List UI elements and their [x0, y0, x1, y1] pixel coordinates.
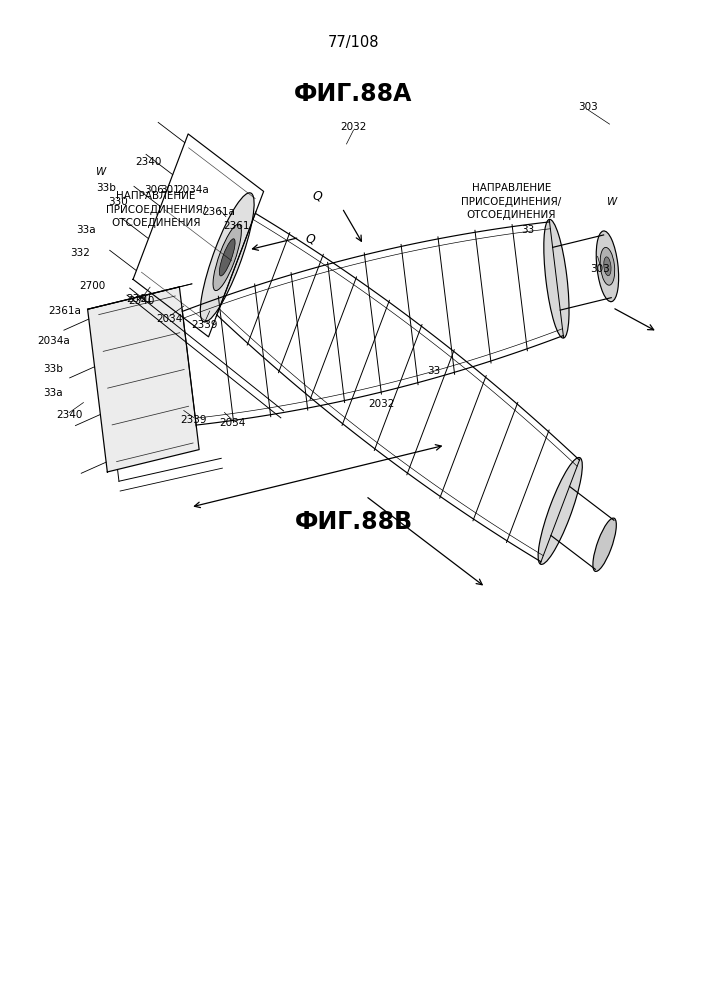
Text: Q: Q [312, 190, 322, 203]
Text: 2032: 2032 [368, 399, 395, 409]
Text: 2361: 2361 [223, 221, 250, 231]
Text: ФИГ.88А: ФИГ.88А [294, 82, 413, 106]
Text: W: W [96, 167, 106, 177]
Text: 2340: 2340 [129, 296, 155, 306]
Text: 303: 303 [578, 102, 598, 112]
Text: НАПРАВЛЕНИЕ
ПРИСОЕДИНЕНИЯ/
ОТСОЕДИНЕНИЯ: НАПРАВЛЕНИЕ ПРИСОЕДИНЕНИЯ/ ОТСОЕДИНЕНИЯ [105, 191, 206, 228]
Text: 2034a: 2034a [176, 185, 209, 195]
Ellipse shape [544, 219, 569, 338]
Text: 33: 33 [521, 225, 534, 235]
Ellipse shape [600, 247, 614, 285]
Text: 2361: 2361 [127, 294, 153, 304]
Ellipse shape [538, 457, 583, 564]
Text: 2361a: 2361a [48, 306, 81, 316]
Ellipse shape [596, 231, 619, 302]
Text: 2032: 2032 [340, 122, 367, 132]
Text: 2340: 2340 [57, 410, 83, 420]
Text: 2034: 2034 [156, 314, 183, 324]
Text: Q: Q [305, 232, 315, 245]
Text: 332: 332 [70, 248, 90, 258]
Text: 2339: 2339 [192, 320, 218, 330]
Text: 33a: 33a [76, 225, 95, 235]
Text: 306: 306 [144, 185, 163, 195]
Text: 303: 303 [590, 264, 610, 274]
Ellipse shape [219, 239, 235, 276]
Text: 2034: 2034 [220, 418, 246, 428]
Text: 33b: 33b [43, 364, 63, 374]
Text: 77/108: 77/108 [328, 35, 379, 50]
Text: 33b: 33b [97, 183, 117, 193]
Text: W: W [607, 197, 617, 207]
Text: 2034a: 2034a [37, 336, 70, 346]
Ellipse shape [593, 518, 617, 571]
Ellipse shape [200, 193, 254, 322]
Text: 2361a: 2361a [202, 207, 235, 217]
Text: НАПРАВЛЕНИЕ
ПРИСОЕДИНЕНИЯ/
ОТСОЕДИНЕНИЯ: НАПРАВЛЕНИЕ ПРИСОЕДИНЕНИЯ/ ОТСОЕДИНЕНИЯ [461, 183, 561, 220]
Text: 2339: 2339 [180, 415, 207, 425]
Text: 33: 33 [428, 366, 440, 376]
Text: 2700: 2700 [79, 281, 105, 291]
Text: ФИГ.88В: ФИГ.88В [294, 510, 413, 534]
Ellipse shape [604, 257, 611, 276]
Text: 301: 301 [160, 185, 180, 195]
Polygon shape [88, 287, 199, 472]
Ellipse shape [213, 224, 241, 291]
Text: 2340: 2340 [136, 157, 162, 167]
Text: 33a: 33a [43, 388, 63, 398]
Text: 330: 330 [109, 197, 129, 207]
